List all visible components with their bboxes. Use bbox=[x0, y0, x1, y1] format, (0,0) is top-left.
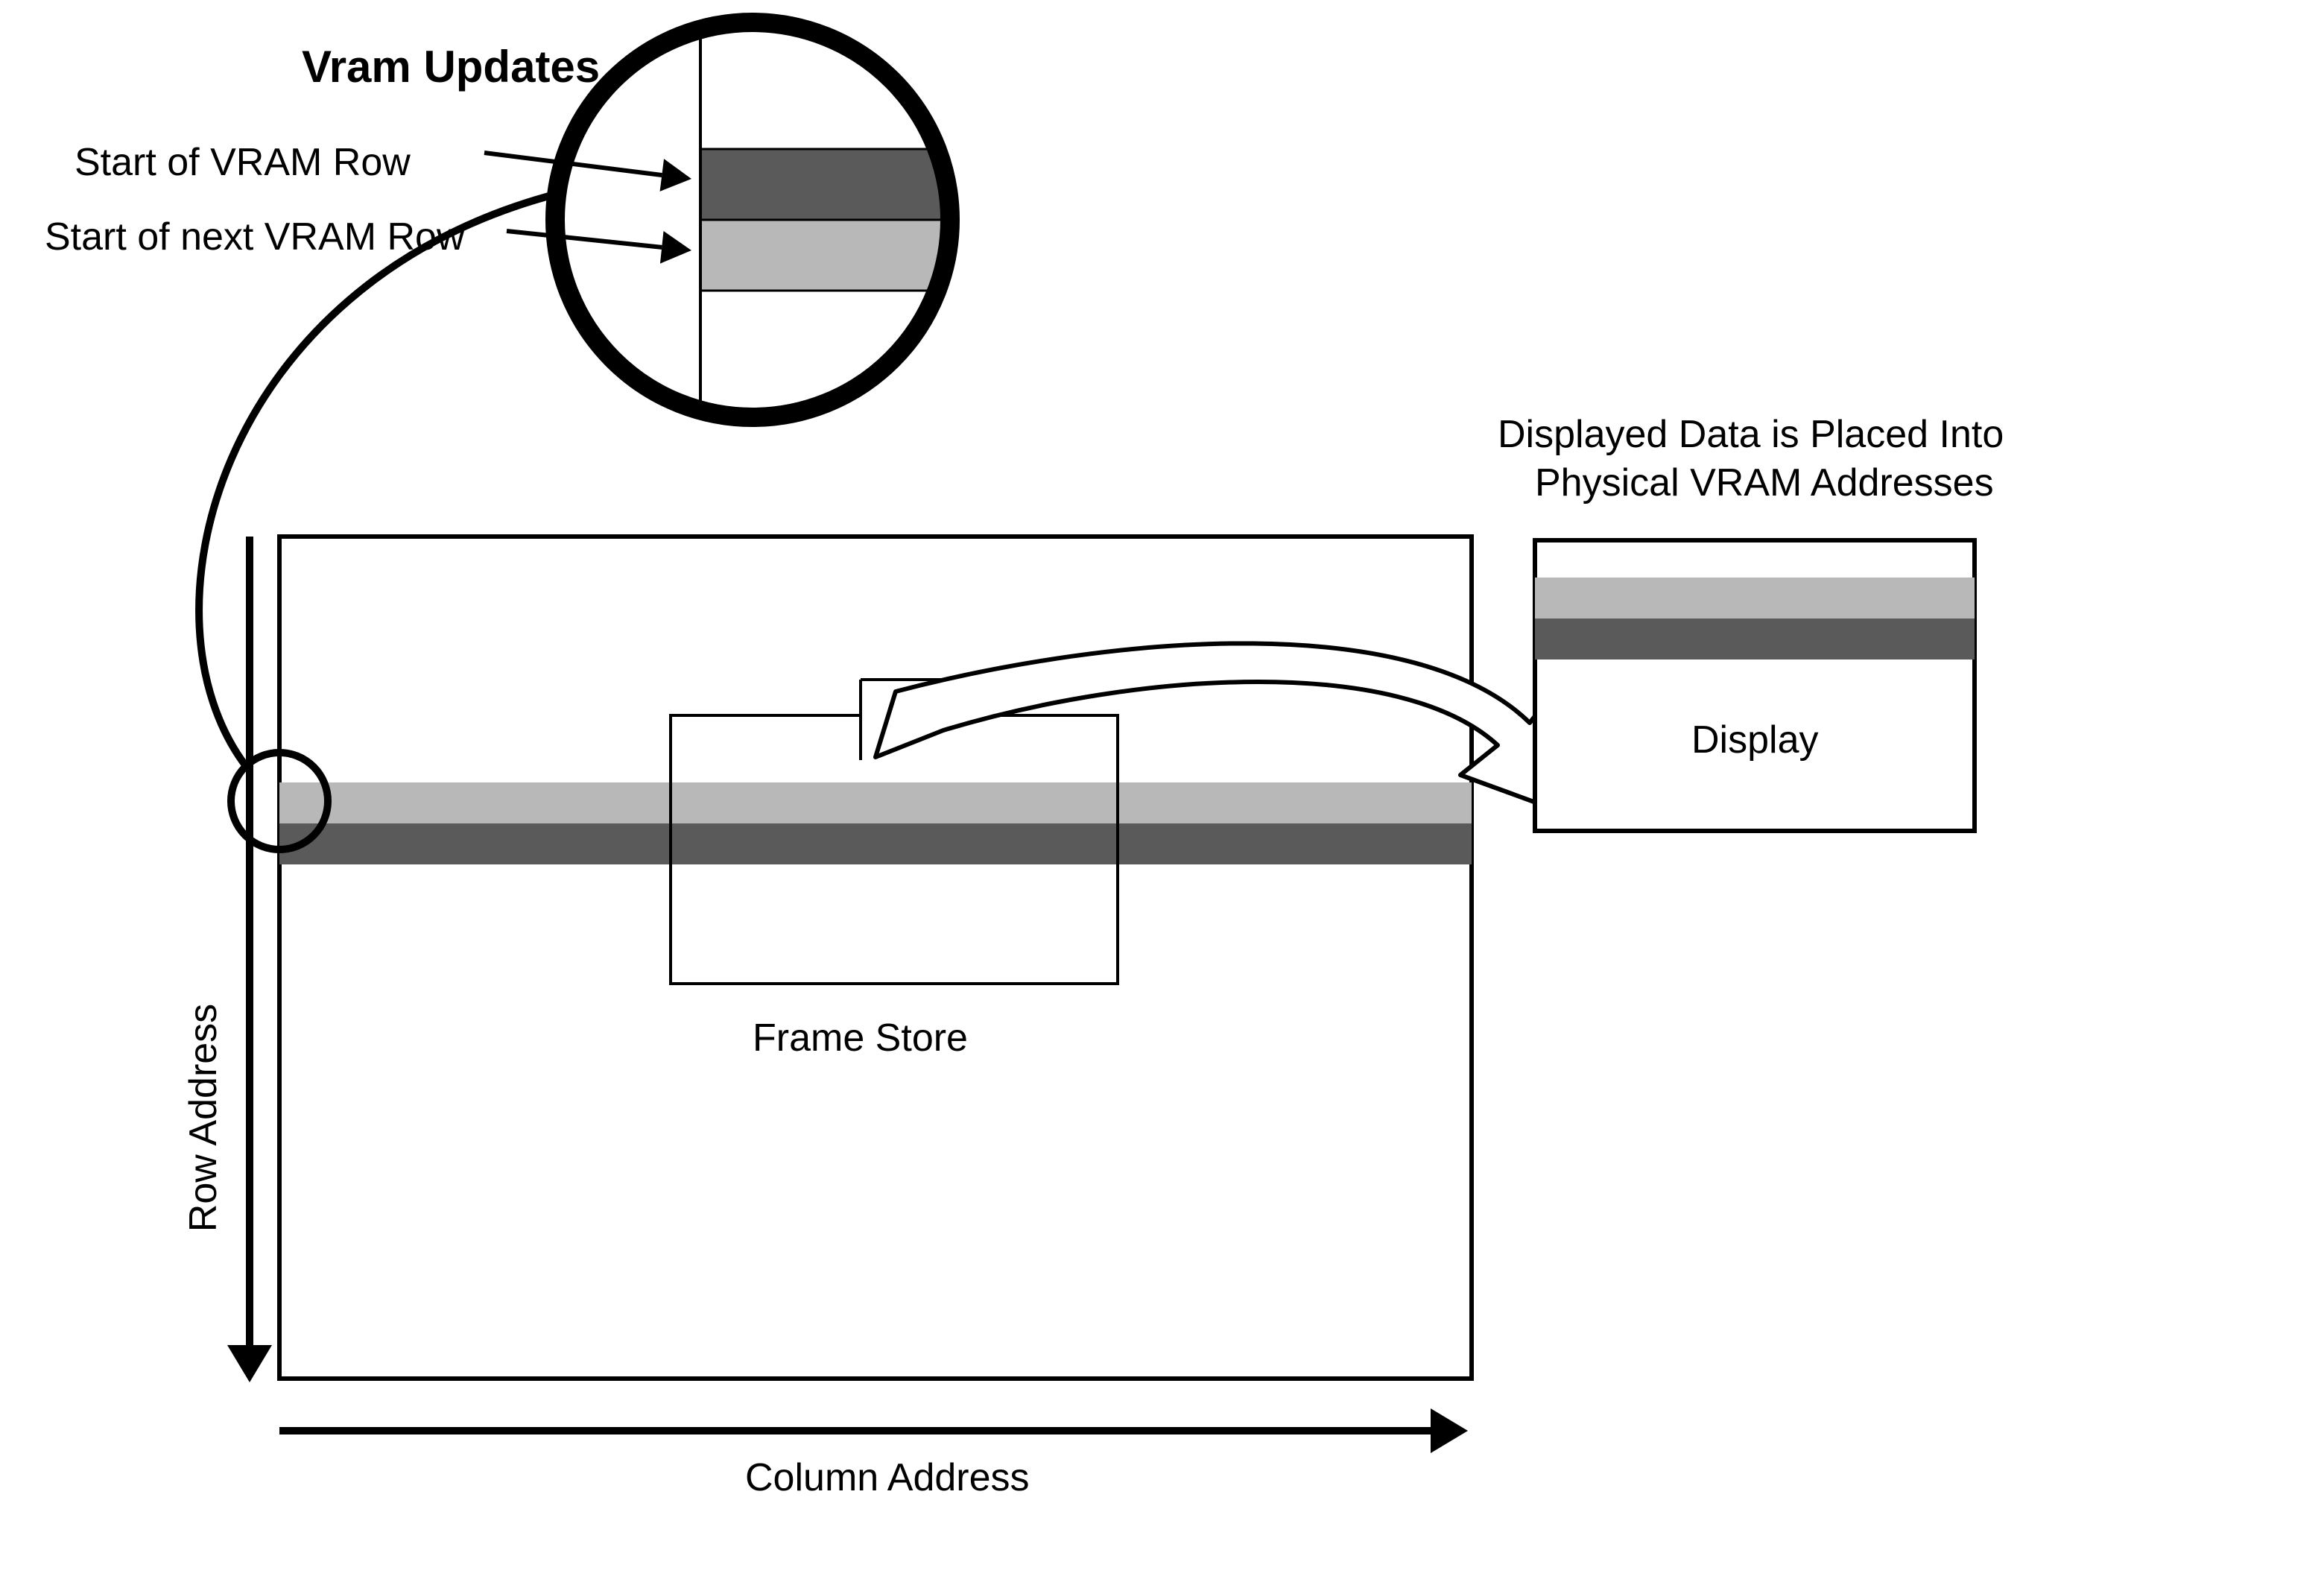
display-label: Display bbox=[1691, 718, 1819, 762]
column-axis-label: Column Address bbox=[745, 1456, 1030, 1499]
frame-store-box: Frame Store bbox=[671, 715, 1118, 1060]
display-title-line2: Physical VRAM Addresses bbox=[1535, 461, 1994, 504]
display-box: Display bbox=[1535, 540, 1975, 831]
row-light bbox=[279, 782, 1472, 823]
display-title-line1: Displayed Data is Placed Into bbox=[1498, 413, 2004, 456]
frame-store-label: Frame Store bbox=[753, 1016, 968, 1060]
zoom-title: Vram Updates bbox=[302, 42, 600, 92]
row-axis: Row Address bbox=[182, 537, 272, 1382]
row-axis-label: Row Address bbox=[182, 1004, 225, 1232]
column-axis: Column Address bbox=[279, 1408, 1468, 1499]
row-dark bbox=[279, 823, 1472, 864]
label-start-row: Start of VRAM Row bbox=[75, 141, 411, 184]
zoom-circle bbox=[555, 22, 950, 417]
label-start-next-row: Start of next VRAM Row bbox=[45, 215, 465, 259]
